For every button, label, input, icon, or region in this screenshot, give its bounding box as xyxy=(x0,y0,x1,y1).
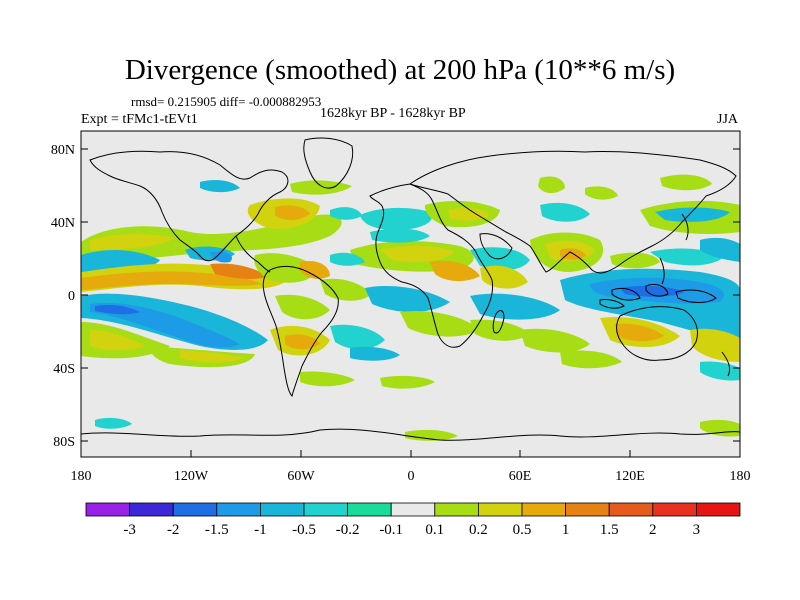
colorbar-label: 3 xyxy=(693,522,701,538)
lon-label: 0 xyxy=(408,469,415,484)
lat-label: 80S xyxy=(53,435,75,450)
season-label: JJA xyxy=(717,112,739,127)
colorbar-label: -2 xyxy=(167,522,180,538)
lat-label: 80N xyxy=(51,143,75,158)
colorbar-swatch xyxy=(259,502,305,517)
colorbar-swatch xyxy=(521,502,566,517)
colorbar-swatch xyxy=(608,502,654,517)
lon-label: 180 xyxy=(730,469,751,484)
colorbar-swatch xyxy=(85,502,130,517)
colorbar-swatch xyxy=(390,502,436,517)
colorbar-label: -0.2 xyxy=(336,522,360,538)
coastlines xyxy=(81,137,740,441)
lon-label: 60W xyxy=(287,469,315,484)
lat-label: 40S xyxy=(53,362,75,377)
colorbar-swatch xyxy=(216,502,261,517)
colorbar-label: -0.5 xyxy=(292,522,316,538)
colorbar-label: 2 xyxy=(649,522,657,538)
colorbar-label: -0.1 xyxy=(379,522,403,538)
colorbar-swatch xyxy=(696,502,741,517)
colorbar-label: 0.2 xyxy=(469,522,488,538)
colorbar-swatch xyxy=(347,502,392,517)
period-label: 1628kyr BP - 1628kyr BP xyxy=(320,106,466,121)
colorbar-swatch xyxy=(565,502,610,517)
colorbar-swatch xyxy=(129,502,174,517)
colorbar-swatch xyxy=(303,502,348,517)
colorbar-label: 0.5 xyxy=(513,522,532,538)
colorbar-label: -1.5 xyxy=(205,522,229,538)
experiment-label: Expt = tFMc1-tEVt1 xyxy=(81,112,198,127)
colorbar-swatch xyxy=(172,502,218,517)
colorbar-label: 1 xyxy=(562,522,570,538)
colorbar: -3 -2 -1.5 -1 -0.5 -0.2 -0.1 0.1 0.2 0.5 1 1.5 2 3 xyxy=(85,502,741,538)
colorbar-label: 0.1 xyxy=(425,522,444,538)
map-title: Divergence (smoothed) at 200 hPa (10**6 … xyxy=(124,54,676,86)
lon-label: 120E xyxy=(615,469,645,484)
lat-label: 0 xyxy=(68,289,75,304)
colorbar-swatch xyxy=(434,502,479,517)
lon-label: 60E xyxy=(509,469,532,484)
colorbar-label: 1.5 xyxy=(600,522,619,538)
lon-label: 180 xyxy=(71,469,92,484)
axis-ticks xyxy=(80,148,741,457)
colorbar-label: -3 xyxy=(123,522,136,538)
colorbar-swatch xyxy=(652,502,697,517)
latitude-labels: 80N 40N 0 40S 80S xyxy=(51,143,75,450)
rmsd-diff-stats: rmsd= 0.215905 diff= -0.000882953 xyxy=(131,94,322,109)
lat-label: 40N xyxy=(51,216,75,231)
colorbar-label: -1 xyxy=(254,522,267,538)
longitude-labels: 180 120W 60W 0 60E 120E 180 xyxy=(71,469,751,484)
colorbar-swatch xyxy=(477,502,523,517)
lon-label: 120W xyxy=(174,469,209,484)
